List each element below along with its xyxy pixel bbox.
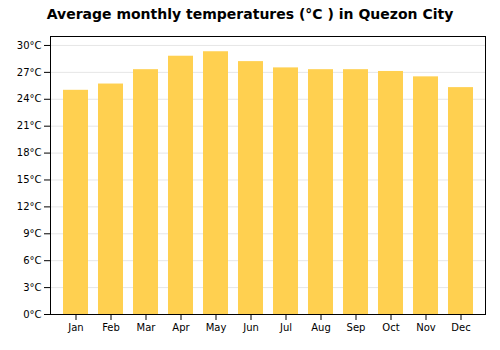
svg-text:15°C: 15°C bbox=[17, 174, 42, 185]
svg-text:3°C: 3°C bbox=[23, 282, 41, 293]
svg-text:0°C: 0°C bbox=[23, 309, 41, 320]
svg-text:Feb: Feb bbox=[102, 322, 120, 333]
svg-text:Sep: Sep bbox=[347, 322, 366, 333]
html-text:Average monthly temperatures (: Average monthly temperatures (°C ) in Qu… bbox=[46, 6, 454, 22]
svg-text:30°C: 30°C bbox=[17, 40, 42, 51]
svg-text:Jul: Jul bbox=[279, 322, 292, 333]
svg-text:Mar: Mar bbox=[137, 322, 157, 333]
svg-text:18°C: 18°C bbox=[17, 147, 42, 158]
svg-text:12°C: 12°C bbox=[17, 201, 42, 212]
svg-text:Jun: Jun bbox=[242, 322, 259, 333]
svg-text:9°C: 9°C bbox=[23, 228, 41, 239]
svg-text:24°C: 24°C bbox=[17, 93, 42, 104]
svg-text:May: May bbox=[206, 322, 227, 333]
svg-text:Dec: Dec bbox=[451, 322, 470, 333]
svg-text:21°C: 21°C bbox=[17, 120, 42, 131]
svg-text:Oct: Oct bbox=[382, 322, 399, 333]
svg-text:Apr: Apr bbox=[172, 322, 190, 333]
svg-text:Nov: Nov bbox=[416, 322, 436, 333]
svg-text:6°C: 6°C bbox=[23, 255, 41, 266]
svg-text:Aug: Aug bbox=[311, 322, 331, 333]
svg-text:Jan: Jan bbox=[67, 322, 83, 333]
svg-text:27°C: 27°C bbox=[17, 67, 42, 78]
